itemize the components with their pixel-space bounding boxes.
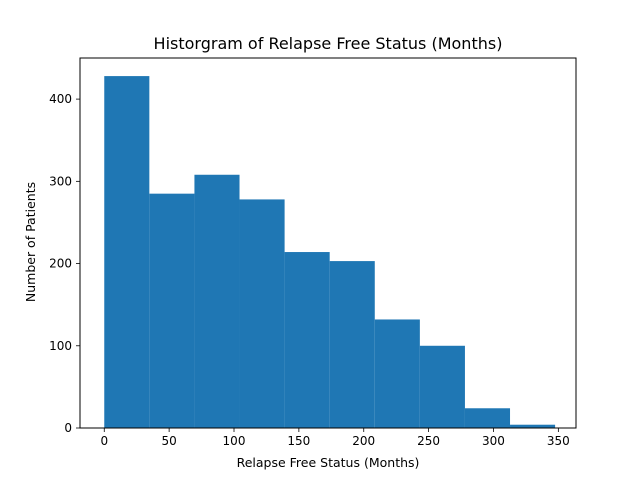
- x-tick-label: 250: [417, 434, 440, 448]
- y-tick-label: 0: [64, 421, 72, 435]
- histogram-bar-10: [510, 424, 556, 428]
- x-tick-label: 150: [287, 434, 310, 448]
- histogram-bar-2: [149, 193, 195, 428]
- x-tick-label: 100: [223, 434, 246, 448]
- x-tick-label: 300: [482, 434, 505, 448]
- histogram-bar-8: [419, 345, 465, 428]
- histogram-bar-4: [239, 199, 285, 428]
- x-tick-label: 200: [352, 434, 375, 448]
- x-tick-label: 0: [100, 434, 108, 448]
- x-tick-label: 350: [547, 434, 570, 448]
- y-tick-label: 300: [49, 174, 72, 188]
- y-tick-label: 200: [49, 257, 72, 271]
- bars-group: [104, 76, 556, 428]
- histogram-bar-9: [464, 408, 511, 428]
- histogram-bar-6: [329, 261, 375, 428]
- y-axis-label: Number of Patients: [23, 182, 38, 302]
- y-tick-label: 400: [49, 92, 72, 106]
- histogram-bar-7: [374, 319, 420, 428]
- histogram-bar-5: [284, 252, 330, 428]
- y-axis: 0 100 200 300 400: [49, 92, 80, 435]
- histogram-bar-3: [194, 174, 240, 428]
- plot-frame: [79, 57, 577, 429]
- chart-title: Historgram of Relapse Free Status (Month…: [154, 34, 503, 53]
- x-axis: 0 50 100 150 200 250 300 350: [100, 428, 570, 448]
- x-tick-label: 50: [161, 434, 176, 448]
- y-tick-label: 100: [49, 339, 72, 353]
- histogram-bar-1: [104, 76, 150, 428]
- x-axis-label: Relapse Free Status (Months): [237, 455, 420, 470]
